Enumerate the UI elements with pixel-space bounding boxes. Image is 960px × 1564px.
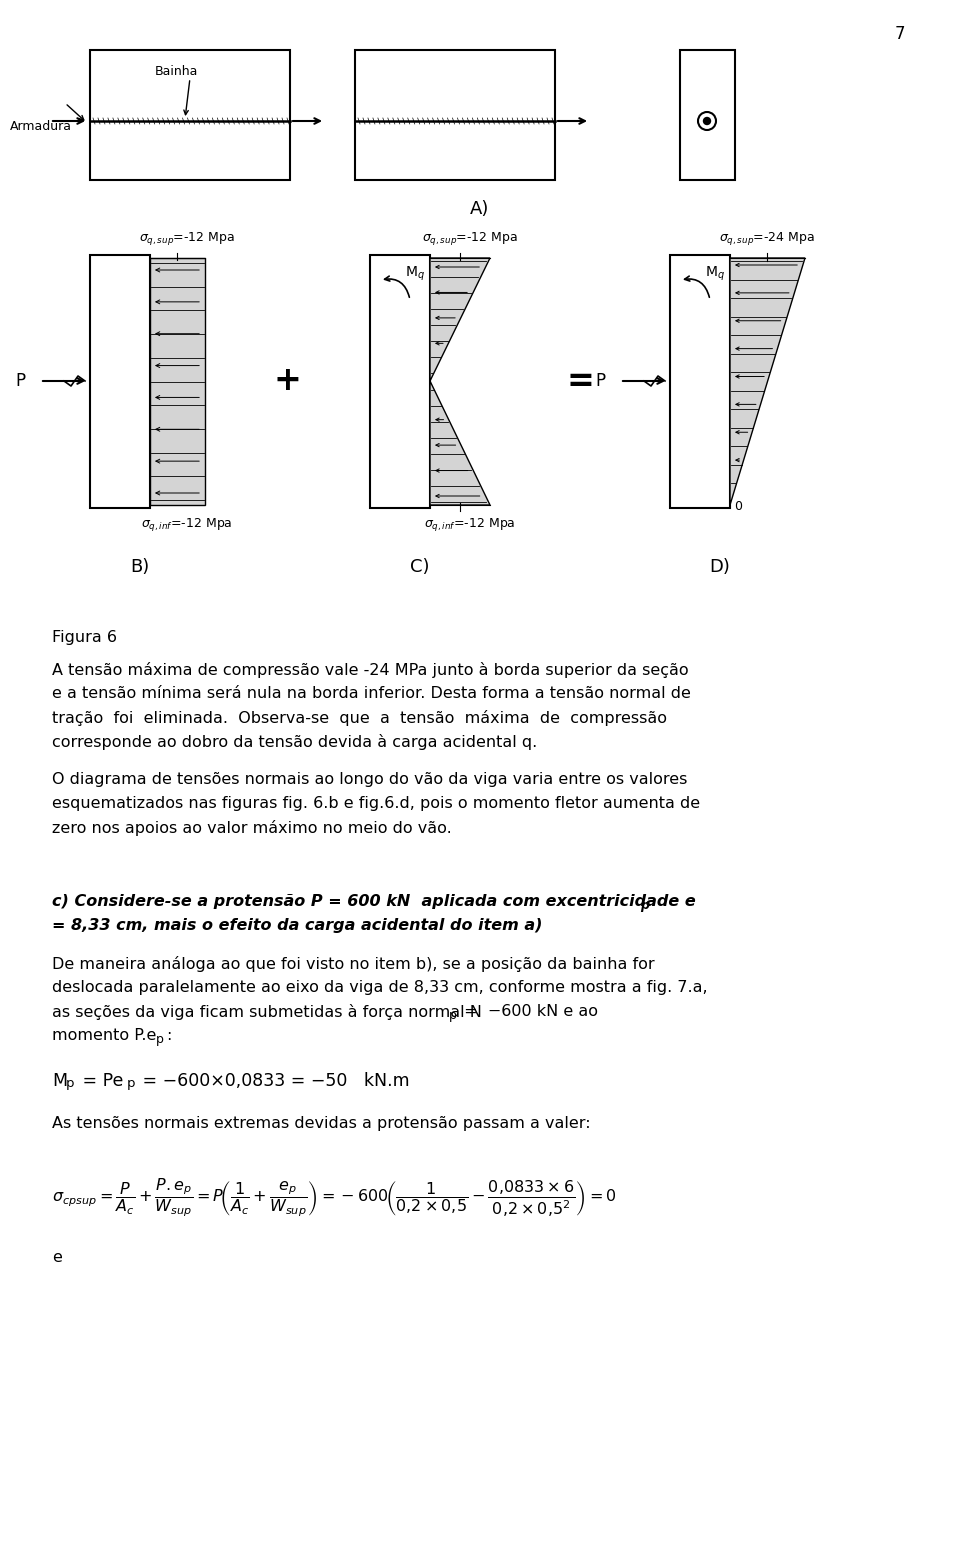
Bar: [90, 255, 150, 508]
Text: De maneira análoga ao que foi visto no item b), se a posição da bainha for: De maneira análoga ao que foi visto no i…: [52, 956, 655, 971]
Text: p: p: [127, 1078, 135, 1090]
Text: A): A): [470, 200, 490, 217]
Text: M$_q$: M$_q$: [405, 264, 425, 283]
Text: D): D): [709, 558, 731, 576]
Text: Figura 6: Figura 6: [52, 630, 117, 644]
Polygon shape: [730, 258, 805, 505]
Text: = Pe: = Pe: [77, 1071, 124, 1090]
Text: C): C): [410, 558, 430, 576]
Text: momento P.e: momento P.e: [52, 1028, 156, 1043]
Text: p: p: [449, 1009, 457, 1021]
Text: e a tensão mínima será nula na borda inferior. Desta forma a tensão normal de: e a tensão mínima será nula na borda inf…: [52, 687, 691, 701]
Text: $\sigma_{q,sup}$=-12 Mpa: $\sigma_{q,sup}$=-12 Mpa: [139, 230, 235, 247]
Polygon shape: [430, 258, 490, 382]
Polygon shape: [430, 382, 490, 505]
Text: c) Considere-se a protensão P = 600 kN  aplicada com excentricidade e: c) Considere-se a protensão P = 600 kN a…: [52, 895, 696, 909]
Bar: [90, 50, 290, 180]
Text: Bainha: Bainha: [155, 66, 199, 78]
Text: =: =: [566, 364, 594, 397]
Text: e: e: [52, 1250, 61, 1265]
Text: p: p: [66, 1078, 75, 1090]
Circle shape: [704, 117, 710, 125]
Text: zero nos apoios ao valor máximo no meio do vão.: zero nos apoios ao valor máximo no meio …: [52, 820, 452, 837]
Text: M: M: [52, 1071, 67, 1090]
Text: = 8,33 cm, mais o efeito da carga acidental do item a): = 8,33 cm, mais o efeito da carga aciden…: [52, 918, 542, 934]
Text: +: +: [273, 364, 300, 397]
Bar: [670, 255, 730, 508]
Text: P: P: [595, 372, 605, 389]
Text: M$_q$: M$_q$: [705, 264, 725, 283]
Text: As tensões normais extremas devidas a protensão passam a valer:: As tensões normais extremas devidas a pr…: [52, 1117, 590, 1131]
Text: as seções da viga ficam submetidas à força normal N: as seções da viga ficam submetidas à for…: [52, 1004, 482, 1020]
Polygon shape: [150, 258, 205, 505]
Text: $\sigma_{q,sup}$=-12 Mpa: $\sigma_{q,sup}$=-12 Mpa: [422, 230, 518, 247]
Text: A tensão máxima de compressão vale -24 MPa junto à borda superior da seção: A tensão máxima de compressão vale -24 M…: [52, 662, 688, 679]
Bar: [680, 50, 735, 180]
Text: 0: 0: [734, 499, 742, 513]
Text: 7: 7: [895, 25, 905, 42]
Text: p: p: [640, 899, 649, 912]
Bar: [370, 255, 430, 508]
Text: $\sigma_{q,inf}$=-12 Mpa: $\sigma_{q,inf}$=-12 Mpa: [141, 516, 232, 533]
Text: P: P: [15, 372, 25, 389]
Text: corresponde ao dobro da tensão devida à carga acidental q.: corresponde ao dobro da tensão devida à …: [52, 734, 538, 751]
Text: Armadura: Armadura: [10, 119, 72, 133]
Text: p: p: [156, 1032, 164, 1046]
Text: esquematizados nas figuras fig. 6.b e fig.6.d, pois o momento fletor aumenta de: esquematizados nas figuras fig. 6.b e fi…: [52, 796, 700, 812]
Text: $\sigma_{q,inf}$=-12 Mpa: $\sigma_{q,inf}$=-12 Mpa: [424, 516, 516, 533]
Text: deslocada paralelamente ao eixo da viga de 8,33 cm, conforme mostra a fig. 7.a,: deslocada paralelamente ao eixo da viga …: [52, 981, 708, 995]
Text: $\sigma_{cpsup} = \dfrac{P}{A_c} + \dfrac{P.e_p}{W_{sup}} = P\!\left(\dfrac{1}{A: $\sigma_{cpsup} = \dfrac{P}{A_c} + \dfra…: [52, 1176, 616, 1218]
Text: B): B): [131, 558, 150, 576]
Text: =  −600 kN e ao: = −600 kN e ao: [459, 1004, 598, 1020]
Text: = −600×0,0833 = −50   kN.m: = −600×0,0833 = −50 kN.m: [137, 1071, 410, 1090]
Bar: [355, 50, 555, 180]
Text: O diagrama de tensões normais ao longo do vão da viga varia entre os valores: O diagrama de tensões normais ao longo d…: [52, 773, 687, 787]
Text: tração  foi  eliminada.  Observa-se  que  a  tensão  máxima  de  compressão: tração foi eliminada. Observa-se que a t…: [52, 710, 667, 726]
Text: :: :: [166, 1028, 172, 1043]
Text: $\sigma_{q,sup}$=-24 Mpa: $\sigma_{q,sup}$=-24 Mpa: [719, 230, 815, 247]
